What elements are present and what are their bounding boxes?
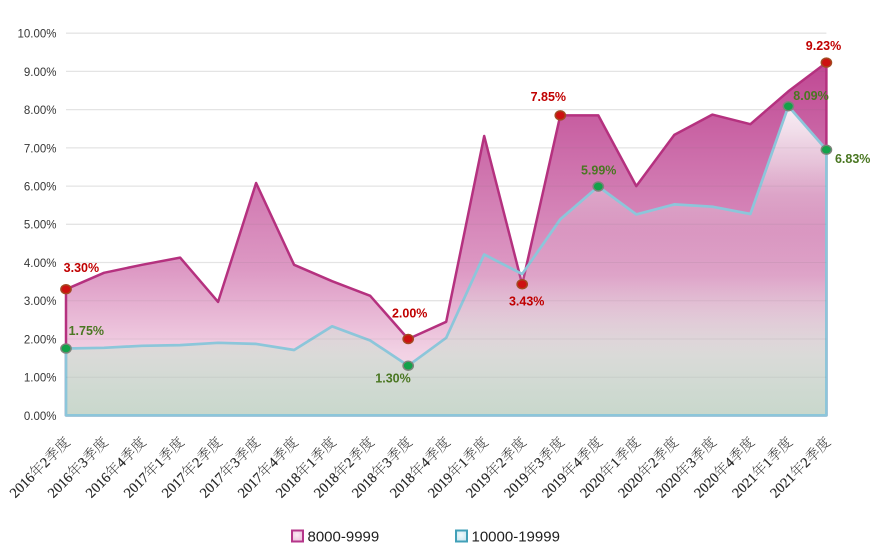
svg-text:3.00%: 3.00% — [24, 296, 57, 308]
svg-text:6.00%: 6.00% — [24, 182, 57, 194]
svg-text:9.23%: 9.23% — [806, 39, 841, 53]
svg-text:7.00%: 7.00% — [24, 143, 57, 155]
svg-text:5.00%: 5.00% — [24, 220, 57, 232]
svg-text:4.00%: 4.00% — [24, 258, 57, 270]
svg-text:10.00%: 10.00% — [17, 29, 56, 41]
svg-text:2.00%: 2.00% — [392, 307, 427, 321]
svg-text:2.00%: 2.00% — [24, 334, 57, 346]
svg-text:8.09%: 8.09% — [793, 89, 828, 103]
svg-text:1.00%: 1.00% — [24, 373, 57, 385]
svg-text:1.30%: 1.30% — [375, 372, 410, 386]
svg-text:3.43%: 3.43% — [509, 294, 544, 308]
svg-text:1.75%: 1.75% — [69, 324, 104, 338]
svg-text:8000-9999: 8000-9999 — [308, 529, 380, 546]
svg-text:5.99%: 5.99% — [581, 164, 616, 178]
svg-text:8.00%: 8.00% — [24, 105, 57, 117]
svg-text:0.00%: 0.00% — [24, 411, 57, 423]
svg-text:6.83%: 6.83% — [835, 152, 870, 166]
svg-text:7.85%: 7.85% — [531, 90, 566, 104]
svg-text:10000-19999: 10000-19999 — [472, 529, 560, 546]
svg-text:9.00%: 9.00% — [24, 67, 57, 79]
svg-text:3.30%: 3.30% — [64, 261, 99, 275]
